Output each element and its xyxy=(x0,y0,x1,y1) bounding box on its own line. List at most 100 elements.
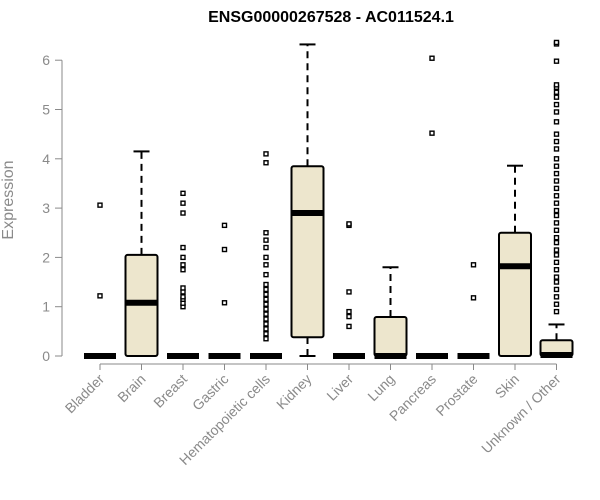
x-tick-label: Skin xyxy=(492,371,523,402)
outlier-point xyxy=(221,246,228,253)
outlier-point xyxy=(263,296,269,303)
box-pancreas xyxy=(416,55,448,359)
outlier-point xyxy=(553,138,560,145)
outlier-point xyxy=(553,170,560,177)
outlier-point xyxy=(553,247,560,253)
outlier-point xyxy=(180,267,186,273)
box-kidney xyxy=(290,43,325,357)
x-tick-label: Prostate xyxy=(432,371,480,419)
outlier-point xyxy=(180,244,186,251)
outlier-point xyxy=(553,89,560,95)
box-skin xyxy=(498,164,532,357)
y-tick-label: 2 xyxy=(42,249,50,265)
outlier-point xyxy=(470,295,477,301)
outlier-point xyxy=(346,221,352,227)
y-tick-label: 0 xyxy=(42,348,50,364)
outlier-point xyxy=(263,311,269,317)
outlier-point xyxy=(263,271,269,278)
y-tick-label: 1 xyxy=(42,299,50,315)
y-tick-label: 3 xyxy=(42,200,50,216)
y-tick-label: 5 xyxy=(42,102,50,118)
outlier-point xyxy=(263,306,269,312)
outlier-point xyxy=(553,267,560,273)
x-tick-label: Bladder xyxy=(62,371,108,417)
outlier-point xyxy=(346,323,352,330)
outlier-point xyxy=(553,146,560,152)
outlier-point xyxy=(263,286,269,293)
outlier-point xyxy=(263,244,269,251)
x-tick-label: Lung xyxy=(364,371,397,404)
outlier-point xyxy=(263,237,269,243)
box-lung xyxy=(373,266,408,359)
outlier-point xyxy=(221,222,228,229)
outlier-point xyxy=(553,220,560,226)
outlier-point xyxy=(553,239,560,246)
x-tick-label: Unknown / Other xyxy=(478,371,564,457)
outlier-point xyxy=(553,163,560,169)
y-axis-label: Expression xyxy=(0,160,17,239)
outlier-point xyxy=(263,151,269,157)
outlier-point xyxy=(263,321,269,327)
outlier-point xyxy=(553,119,560,125)
box-hematopoietic-cells xyxy=(250,151,282,359)
outlier-point xyxy=(263,160,269,166)
box-unknown-other xyxy=(539,39,574,359)
iqr-box xyxy=(498,231,532,357)
outlier-point xyxy=(180,200,186,206)
outlier-point xyxy=(553,274,560,280)
x-tick-label: Breast xyxy=(150,371,190,411)
box-gastric xyxy=(208,222,241,359)
outlier-point xyxy=(263,281,269,288)
outlier-point xyxy=(553,227,560,233)
outlier-point xyxy=(553,252,560,258)
outlier-point xyxy=(553,207,560,214)
outlier-point xyxy=(180,254,186,261)
outlier-point xyxy=(553,39,560,46)
outlier-point xyxy=(429,55,435,61)
outlier-point xyxy=(553,58,560,64)
outlier-point xyxy=(553,193,560,199)
outlier-point xyxy=(180,294,186,300)
outlier-point xyxy=(180,262,186,268)
outlier-point xyxy=(553,234,560,241)
box-bladder xyxy=(84,202,116,359)
y-tick-label: 6 xyxy=(42,52,50,68)
outlier-point xyxy=(553,156,560,162)
outlier-point xyxy=(97,293,103,299)
outlier-point xyxy=(470,262,477,268)
outlier-point xyxy=(553,200,560,206)
outlier-point xyxy=(553,212,560,219)
outlier-point xyxy=(346,308,352,315)
x-tick-label: Liver xyxy=(323,371,356,404)
outlier-point xyxy=(553,308,560,315)
outlier-point xyxy=(553,109,560,115)
outlier-point xyxy=(180,285,186,291)
outlier-point xyxy=(346,313,352,320)
outlier-point xyxy=(346,289,352,295)
box-prostate xyxy=(457,262,490,359)
outlier-point xyxy=(263,326,269,332)
outlier-point xyxy=(553,101,560,108)
outlier-point xyxy=(221,300,228,306)
outlier-point xyxy=(553,286,560,293)
outlier-point xyxy=(263,254,269,261)
outlier-point xyxy=(553,279,560,285)
outlier-point xyxy=(263,230,269,236)
outlier-point xyxy=(263,291,269,298)
outlier-point xyxy=(263,316,269,322)
x-tick-label: Brain xyxy=(114,371,148,405)
outlier-point xyxy=(553,294,560,300)
outlier-point xyxy=(553,131,560,137)
box-brain xyxy=(124,150,159,357)
outlier-point xyxy=(263,331,269,337)
outlier-point xyxy=(553,301,560,307)
outlier-point xyxy=(263,301,269,307)
outlier-point xyxy=(180,210,186,216)
y-axis: 0 1 2 3 4 5 6 xyxy=(42,52,63,364)
boxes-layer xyxy=(84,39,574,359)
outlier-point xyxy=(553,178,560,184)
outlier-point xyxy=(263,262,269,268)
outlier-point xyxy=(553,82,560,88)
